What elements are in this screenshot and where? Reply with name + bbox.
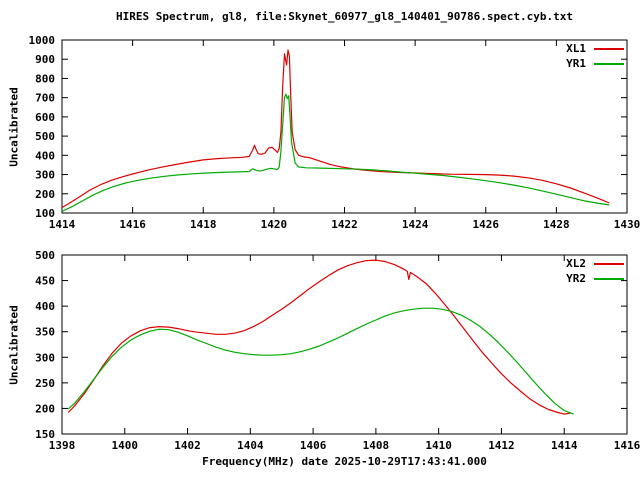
x-axis-label: Frequency(MHz) date 2025-10-29T17:43:41.… — [202, 455, 487, 468]
x-tick-label: 1416 — [614, 439, 640, 452]
series-YR2-line — [67, 307, 574, 415]
y-tick-label: 400 — [35, 300, 55, 313]
legend-top: XL1 YR1 — [566, 42, 624, 70]
legend-bottom: XL2 YR2 — [566, 257, 624, 285]
plot-border — [61, 39, 628, 214]
legend-entry-yr1: YR1 — [566, 57, 624, 70]
legend-line-sample-yr1 — [594, 62, 624, 65]
y-axis-label-bottom: Uncalibrated — [7, 305, 21, 385]
y-tick-label: 500 — [35, 130, 55, 143]
x-tick-label: 1414 — [551, 439, 578, 452]
x-tick-label: 1402 — [174, 439, 201, 452]
y-tick-label: 800 — [35, 72, 55, 85]
legend-label-yr1: YR1 — [566, 57, 586, 70]
series-XL2-line — [67, 259, 571, 415]
x-tick-label: 1422 — [331, 218, 358, 231]
x-tick-label: 1418 — [190, 218, 217, 231]
y-tick-label: 150 — [35, 428, 55, 441]
y-tick-label: 700 — [35, 92, 55, 105]
x-tick-label: 1428 — [543, 218, 570, 231]
x-tick-label: 1400 — [112, 439, 139, 452]
y-tick-label: 250 — [35, 377, 55, 390]
y-tick-label: 100 — [35, 207, 55, 220]
x-tick-label: 1404 — [237, 439, 264, 452]
y-tick-label: 300 — [35, 351, 55, 364]
y-tick-label: 200 — [35, 402, 55, 415]
x-tick-label: 1424 — [402, 218, 429, 231]
x-tick-label: 1416 — [119, 218, 146, 231]
y-tick-label: 350 — [35, 326, 55, 339]
y-tick-label: 400 — [35, 149, 55, 162]
y-tick-label: 900 — [35, 53, 55, 66]
x-tick-label: 1426 — [473, 218, 500, 231]
legend-label-yr2: YR2 — [566, 272, 586, 285]
legend-entry-yr2: YR2 — [566, 272, 624, 285]
legend-entry-xl1: XL1 — [566, 42, 624, 55]
series-YR1-line — [61, 93, 610, 213]
series-XL1-line — [61, 49, 610, 209]
x-tick-label: 1420 — [261, 218, 288, 231]
legend-line-sample-xl1 — [594, 47, 624, 50]
x-tick-label: 1430 — [614, 218, 640, 231]
x-tick-label: 1412 — [488, 439, 515, 452]
y-axis-label-top: Uncalibrated — [7, 87, 21, 167]
legend-line-sample-xl2 — [594, 262, 624, 265]
plot-border — [61, 254, 628, 435]
x-tick-label: 1410 — [425, 439, 452, 452]
x-tick-label: 1414 — [49, 218, 76, 231]
y-tick-label: 600 — [35, 111, 55, 124]
legend-label-xl2: XL2 — [566, 257, 586, 270]
x-tick-label: 1398 — [49, 439, 76, 452]
y-tick-label: 450 — [35, 275, 55, 288]
y-tick-label: 500 — [35, 249, 55, 262]
y-tick-label: 300 — [35, 169, 55, 182]
x-tick-label: 1406 — [300, 439, 327, 452]
x-tick-label: 1408 — [363, 439, 390, 452]
y-tick-label: 1000 — [29, 34, 56, 47]
chart-title: HIRES Spectrum, gl8, file:Skynet_60977_g… — [116, 10, 573, 23]
legend-entry-xl2: XL2 — [566, 257, 624, 270]
legend-line-sample-yr2 — [594, 277, 624, 280]
y-tick-label: 200 — [35, 188, 55, 201]
legend-label-xl1: XL1 — [566, 42, 586, 55]
